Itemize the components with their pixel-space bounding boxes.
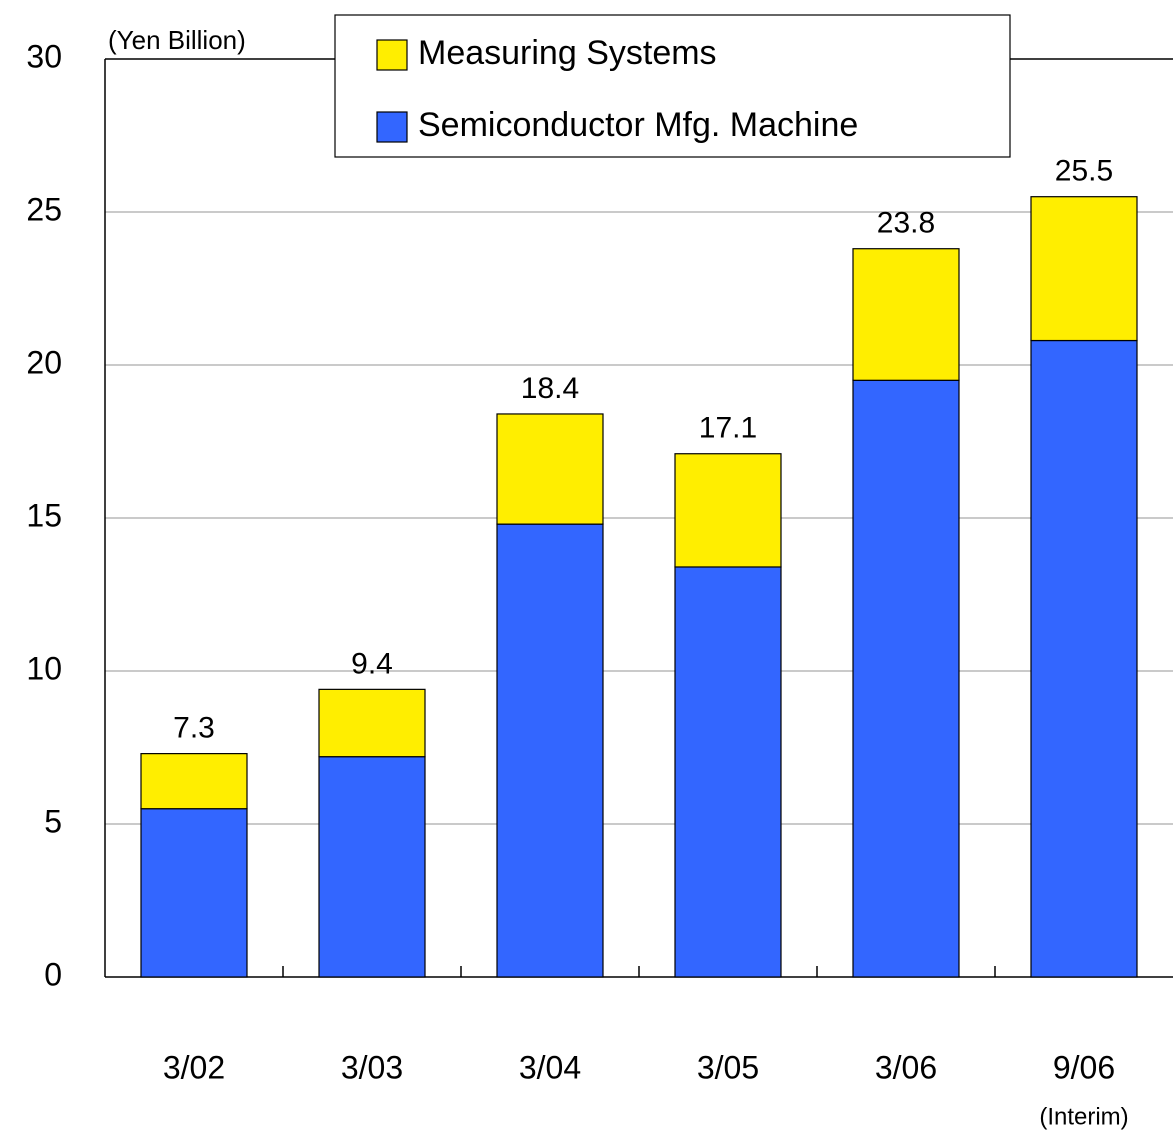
x-tick-label: 3/02 <box>163 1049 225 1085</box>
y-tick-label: 10 <box>26 650 62 686</box>
bar-segment <box>674 453 782 568</box>
legend-label: Semiconductor Mfg. Machine <box>418 106 858 144</box>
legend-label: Measuring Systems <box>418 34 717 72</box>
y-tick-label: 0 <box>44 956 62 992</box>
bar-segment <box>674 566 782 978</box>
category-note: (Interim) <box>1039 1103 1128 1130</box>
bar-segment <box>496 413 604 525</box>
bar-segment <box>852 379 960 978</box>
x-tick-label: 3/05 <box>697 1049 759 1085</box>
legend-box <box>334 14 1011 158</box>
bar-segment <box>496 523 604 978</box>
bar-segment <box>318 756 426 978</box>
bar-segment <box>1030 196 1138 342</box>
x-tick-label: 3/06 <box>875 1049 937 1085</box>
y-tick-label: 5 <box>44 803 62 839</box>
bar-segment <box>1030 339 1138 978</box>
legend-swatch <box>376 39 408 71</box>
bar-segment <box>318 688 426 758</box>
x-tick-label: 3/03 <box>341 1049 403 1085</box>
total-label: 25.5 <box>1055 155 1113 188</box>
x-tick-label: 9/06 <box>1053 1049 1115 1085</box>
total-label: 7.3 <box>173 712 215 745</box>
y-tick-label: 30 <box>26 38 62 74</box>
total-label: 17.1 <box>699 412 757 445</box>
x-tick-label: 3/04 <box>519 1049 581 1085</box>
y-axis-label: (Yen Billion) <box>108 25 246 55</box>
total-label: 23.8 <box>877 207 935 240</box>
y-tick-label: 20 <box>26 344 62 380</box>
bar-segment <box>852 248 960 381</box>
total-label: 9.4 <box>351 647 393 680</box>
bar-segment <box>140 808 248 978</box>
y-tick-label: 15 <box>26 497 62 533</box>
legend-swatch <box>376 111 408 143</box>
total-label: 18.4 <box>521 372 579 405</box>
bar-segment <box>140 753 248 810</box>
y-tick-label: 25 <box>26 191 62 227</box>
